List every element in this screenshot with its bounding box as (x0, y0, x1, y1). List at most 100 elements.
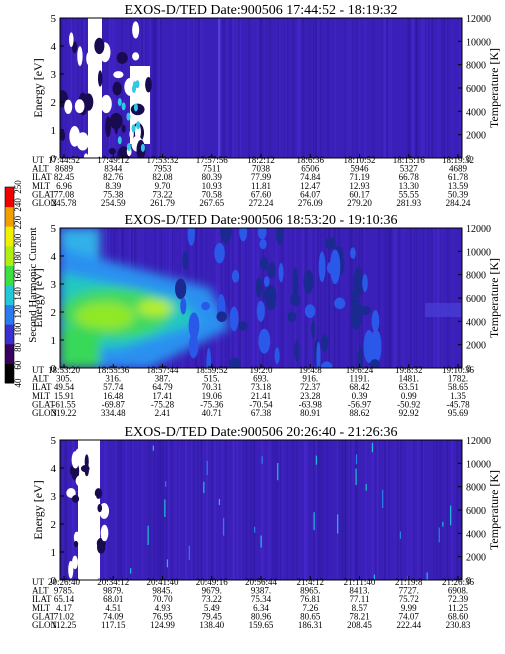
texture-streak (410, 228, 412, 368)
texture-streak (347, 18, 348, 158)
table-cell: 19:8:32 (395, 365, 423, 375)
colorbar-segment (5, 363, 14, 384)
table-cell: 67.60 (251, 189, 272, 199)
texture-streak (372, 18, 375, 158)
chart-panel-1: EXOS-D/TED Date:900506 17:44:52 - 18:19:… (31, 3, 501, 208)
texture-streak (131, 440, 134, 580)
texture-blob (206, 460, 208, 476)
table-row-label: UT (32, 155, 44, 165)
texture-streak (439, 440, 442, 580)
colorbar-segment (5, 226, 14, 247)
texture-blob (311, 320, 316, 339)
texture-streak (415, 18, 418, 158)
table-cell: 66.78 (399, 172, 420, 182)
texture-streak (197, 440, 199, 580)
table-cell: 12.93 (349, 181, 370, 191)
texture-streak (210, 18, 212, 158)
table-cell: 17:57:56 (196, 155, 229, 165)
texture-blob (329, 249, 341, 285)
texture-streak (393, 228, 395, 368)
texture-streak (200, 440, 202, 580)
texture-streak (192, 18, 195, 158)
texture-streak (285, 228, 287, 368)
texture-streak (364, 18, 367, 158)
texture-streak (262, 440, 264, 580)
texture-streak (147, 440, 150, 580)
table-cell: 17:44:52 (48, 155, 80, 165)
texture-streak (155, 18, 157, 158)
chart-title: EXOS-D/TED Date:900506 17:44:52 - 18:19:… (125, 3, 398, 18)
texture-streak (286, 440, 288, 580)
texture-streak (305, 228, 307, 368)
texture-blob (259, 239, 267, 250)
table-cell: 8.39 (105, 181, 121, 191)
texture-streak (339, 440, 341, 580)
texture-blob (114, 113, 119, 135)
y-tick-label: 1 (51, 547, 57, 559)
texture-streak (421, 18, 424, 158)
texture-blob (275, 228, 284, 245)
texture-blob (214, 242, 225, 264)
texture-streak (445, 18, 448, 158)
texture-streak (148, 440, 151, 580)
intensity-region (60, 328, 100, 368)
texture-blob (86, 52, 91, 65)
texture-streak (175, 440, 177, 580)
table-cell: 11.25 (448, 603, 468, 613)
texture-streak (269, 18, 272, 158)
y2-tick-label: 12000 (466, 224, 491, 235)
texture-streak (336, 18, 338, 158)
texture-streak (324, 228, 326, 368)
texture-streak (409, 440, 412, 580)
texture-streak (81, 18, 83, 158)
texture-blob (261, 456, 263, 464)
table-cell: 8965. (300, 586, 320, 596)
texture-blob (132, 52, 140, 61)
y2-tick-label: 10000 (466, 37, 491, 48)
texture-blob (139, 93, 150, 103)
texture-streak (291, 440, 294, 580)
table-cell: 21:19:8 (395, 577, 423, 587)
texture-streak (185, 440, 187, 580)
texture-blob (373, 574, 376, 580)
y2-tick-label: 8000 (466, 483, 486, 494)
texture-streak (326, 440, 329, 580)
table-cell: 13.30 (399, 181, 420, 191)
texture-streak (413, 440, 415, 580)
y2-tick-label: 2000 (466, 553, 486, 564)
y2-tick-label: 0 (466, 364, 471, 375)
table-cell: 68.01 (103, 594, 123, 604)
table-cell: 5946 (351, 164, 370, 174)
texture-streak (231, 228, 233, 368)
table-cell: 70.58 (202, 189, 223, 199)
table-cell: 13.59 (448, 181, 469, 191)
texture-streak (221, 440, 224, 580)
texture-streak (284, 18, 287, 158)
texture-streak (382, 18, 384, 158)
texture-streak (214, 440, 217, 580)
texture-streak (77, 18, 80, 158)
table-cell: 319.22 (52, 408, 77, 418)
y2-tick-label: 0 (466, 154, 471, 165)
table-cell: 4.17 (56, 603, 72, 613)
texture-blob (369, 359, 381, 368)
texture-streak (245, 440, 247, 580)
y2-tick-label: 0 (466, 576, 471, 587)
texture-streak (216, 228, 218, 368)
table-cell: 1481. (399, 374, 419, 384)
y-tick-label: 3 (51, 279, 57, 291)
table-cell: -56.97 (348, 399, 372, 409)
texture-streak (296, 440, 298, 580)
table-cell: 80.39 (202, 172, 223, 182)
texture-streak (250, 440, 252, 580)
texture-streak (64, 18, 66, 158)
table-cell: 9845. (152, 586, 172, 596)
chart-title: EXOS-D/TED Date:900506 18:53:20 - 19:10:… (125, 213, 398, 228)
table-cell: 75.38 (103, 189, 124, 199)
texture-streak (60, 440, 62, 580)
texture-streak (101, 18, 104, 158)
texture-streak (235, 228, 237, 368)
table-cell: 64.79 (152, 382, 173, 392)
texture-streak (236, 18, 239, 158)
